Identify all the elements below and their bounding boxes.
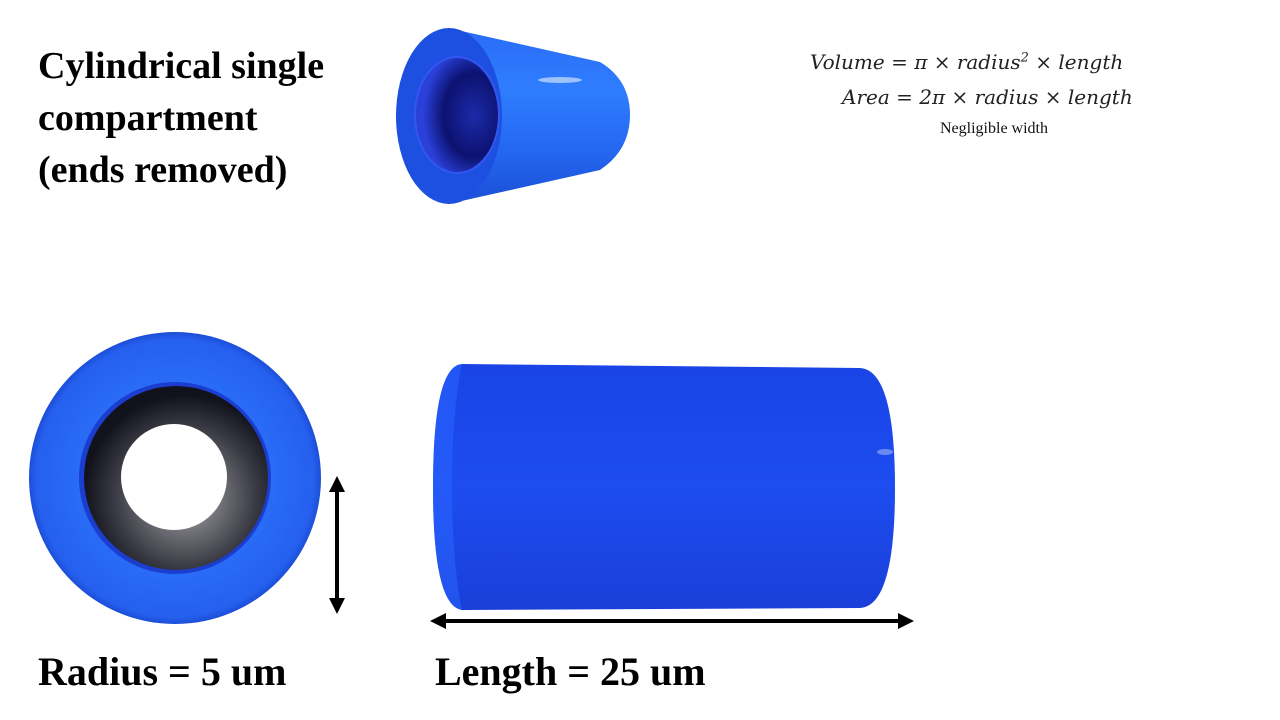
title-line-2: compartment (38, 92, 398, 144)
negligible-width-note: Negligible width (940, 120, 1048, 138)
volume-formula: Volume = π × radius2 × length (810, 50, 1123, 74)
volume-formula-rhs: π × radius (914, 50, 1020, 74)
volume-formula-tail: × length (1029, 50, 1123, 74)
area-formula: Area = 2π × radius × length (842, 85, 1133, 109)
volume-formula-lhs: Volume = (810, 50, 914, 74)
diagram-title: Cylindrical single compartment (ends rem… (38, 40, 398, 196)
volume-formula-exponent: 2 (1021, 50, 1029, 65)
length-label: Length = 25 um (435, 648, 706, 695)
end-view-ring-illustration (29, 332, 321, 624)
side-view-cylinder-illustration (433, 364, 895, 610)
oblique-tube-illustration (396, 28, 630, 204)
title-line-1: Cylindrical single (38, 40, 398, 92)
radius-label: Radius = 5 um (38, 648, 286, 695)
title-line-3: (ends removed) (38, 144, 398, 196)
